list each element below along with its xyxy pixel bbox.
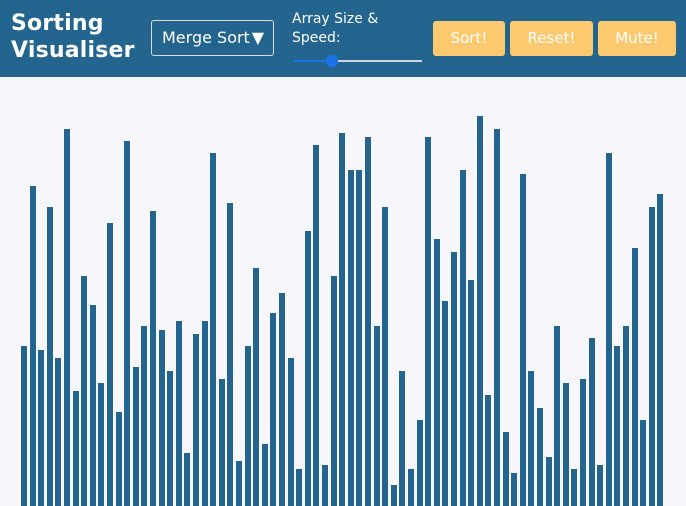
array-bar: [73, 391, 79, 506]
array-bar: [580, 379, 586, 506]
sort-button[interactable]: Sort!: [433, 21, 505, 56]
slider-fill: [294, 60, 332, 62]
array-bar: [176, 321, 182, 506]
array-bar: [270, 313, 276, 506]
array-bar: [589, 338, 595, 506]
array-bar: [623, 326, 629, 506]
array-bar: [520, 174, 526, 506]
array-bar: [365, 137, 371, 506]
array-bar: [348, 170, 354, 506]
array-bar: [64, 129, 70, 506]
array-bar: [417, 420, 423, 506]
array-bar: [632, 248, 638, 506]
array-bar: [485, 395, 491, 506]
array-bar: [245, 346, 251, 506]
array-bar: [279, 293, 285, 506]
array-bar: [38, 350, 44, 506]
array-bar: [563, 383, 569, 506]
app-title: Sorting Visualiser: [11, 10, 135, 64]
array-bar: [159, 330, 165, 506]
slider-track[interactable]: [294, 60, 422, 62]
array-bar: [124, 141, 130, 506]
array-bar: [374, 326, 380, 506]
array-bar: [649, 207, 655, 506]
array-bar: [425, 137, 431, 506]
array-bar: [262, 444, 268, 506]
reset-button[interactable]: Reset!: [510, 21, 593, 56]
array-bar: [468, 280, 474, 506]
array-bar: [511, 473, 517, 506]
array-bar: [81, 276, 87, 506]
array-bar: [288, 358, 294, 506]
array-bar: [477, 116, 483, 506]
array-bar: [614, 346, 620, 506]
array-bar: [356, 170, 362, 506]
array-bar: [657, 194, 663, 506]
algorithm-select[interactable]: Merge Sort ▼: [151, 20, 274, 56]
array-bar: [98, 383, 104, 506]
array-bar: [116, 412, 122, 506]
mute-button[interactable]: Mute!: [598, 21, 676, 56]
array-bar: [47, 207, 53, 506]
array-bar: [442, 301, 448, 506]
algorithm-select-value: Merge Sort: [162, 28, 250, 47]
array-bar: [322, 465, 328, 506]
array-bar: [408, 469, 414, 506]
chevron-down-icon: ▼: [251, 28, 264, 47]
app-title-line1: Sorting: [11, 11, 104, 36]
array-bar: [305, 231, 311, 506]
array-bar: [331, 276, 337, 506]
array-bar: [546, 457, 552, 506]
array-bar: [313, 145, 319, 506]
array-bar: [90, 305, 96, 506]
array-bar: [528, 371, 534, 506]
array-bar: [107, 223, 113, 506]
size-speed-slider[interactable]: [294, 54, 422, 68]
array-bar: [503, 432, 509, 506]
array-bar: [382, 207, 388, 506]
array-bar: [210, 153, 216, 506]
array-bar: [55, 358, 61, 506]
array-bar: [451, 252, 457, 506]
array-bar: [640, 420, 646, 506]
app-title-line2: Visualiser: [11, 38, 135, 63]
array-bar: [193, 334, 199, 506]
size-speed-label: Array Size & Speed:: [292, 11, 379, 46]
array-bar: [150, 211, 156, 506]
array-bar: [460, 170, 466, 506]
array-bar: [202, 321, 208, 506]
array-bars-area: [0, 77, 686, 506]
slider-thumb[interactable]: [326, 55, 338, 67]
array-bar: [227, 203, 233, 506]
array-bar: [494, 129, 500, 506]
header-bar: Sorting Visualiser Merge Sort ▼ Array Si…: [0, 0, 686, 77]
array-bar: [554, 326, 560, 506]
array-bar: [219, 379, 225, 506]
array-bar: [30, 186, 36, 506]
array-bar: [399, 371, 405, 506]
array-bar: [434, 239, 440, 506]
array-bar: [21, 346, 27, 506]
array-bar: [571, 469, 577, 506]
array-bar: [537, 408, 543, 506]
array-bar: [253, 268, 259, 506]
array-bar: [236, 461, 242, 506]
array-bar: [141, 326, 147, 506]
array-bar: [184, 453, 190, 506]
array-bar: [133, 367, 139, 506]
array-bar: [339, 133, 345, 506]
array-bar: [597, 465, 603, 506]
array-bar: [391, 485, 397, 506]
array-bar: [606, 153, 612, 506]
array-bar: [296, 469, 302, 506]
array-bar: [167, 371, 173, 506]
